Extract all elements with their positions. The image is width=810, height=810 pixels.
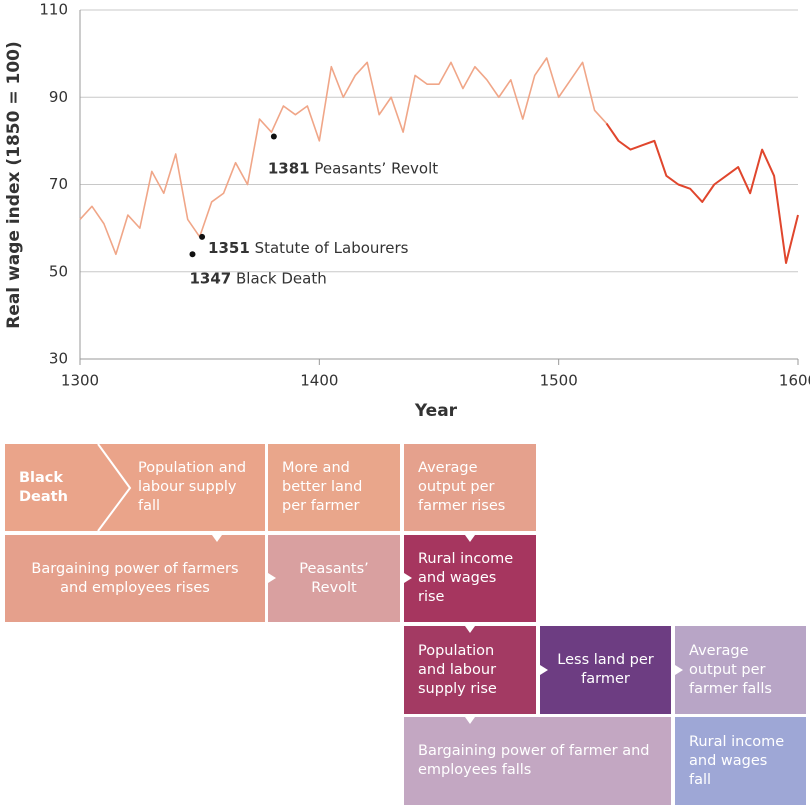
annotation-point: [189, 251, 196, 258]
x-tick-label: 1300: [61, 372, 99, 390]
flow-box: Rural income and wages fall: [675, 717, 806, 805]
annotation-label: Statute of Labourers: [255, 238, 409, 256]
flow-box: Average output per farmer falls: [675, 626, 806, 714]
annotation-point: [199, 233, 206, 240]
annotation-year: 1381: [268, 159, 310, 177]
flow-box: Population and labour supply fall: [5, 444, 265, 531]
x-tick-label: 1400: [300, 372, 338, 390]
annotation: 1347 Black Death: [189, 269, 326, 287]
series-line: [605, 122, 799, 265]
flow-box: Rural income and wages rise: [404, 535, 536, 622]
x-axis-label: Year: [414, 401, 458, 421]
y-tick-label: 110: [39, 1, 68, 19]
annotation-year: 1347: [189, 269, 231, 287]
y-tick-label: 30: [49, 350, 68, 368]
y-tick-label: 70: [49, 175, 68, 193]
y-tick-label: 50: [49, 262, 68, 280]
flow-box: Bargaining power of farmer and employees…: [404, 717, 671, 805]
flow-box: Black Death: [19, 469, 68, 505]
series-line: [79, 57, 608, 256]
flow-box: Population and labour supply rise: [404, 626, 536, 714]
annotation-year: 1351: [208, 238, 250, 256]
annotation: 1381 Peasants’ Revolt: [268, 159, 438, 177]
flow-box: Bargaining power of farmers and employee…: [5, 535, 265, 622]
y-axis-label: Real wage index (1850 = 100): [4, 41, 24, 329]
flow-box: Peasants’ Revolt: [268, 535, 400, 622]
annotation-point: [270, 133, 277, 140]
y-tick-label: 90: [49, 88, 68, 106]
annotation: 1351 Statute of Labourers: [208, 238, 409, 256]
annotation-label: Peasants’ Revolt: [314, 159, 438, 177]
chart: Year Real wage index (1850 = 100) 30 50 70…: [4, 1, 810, 422]
flow-box: More and better land per farmer: [268, 444, 400, 531]
x-tick-label: 1600: [779, 372, 810, 390]
flow-box: Less land per farmer: [540, 626, 671, 714]
flow-box: Average output per farmer rises: [404, 444, 536, 531]
x-tick-label: 1500: [540, 372, 578, 390]
annotation-label: Black Death: [236, 269, 327, 287]
